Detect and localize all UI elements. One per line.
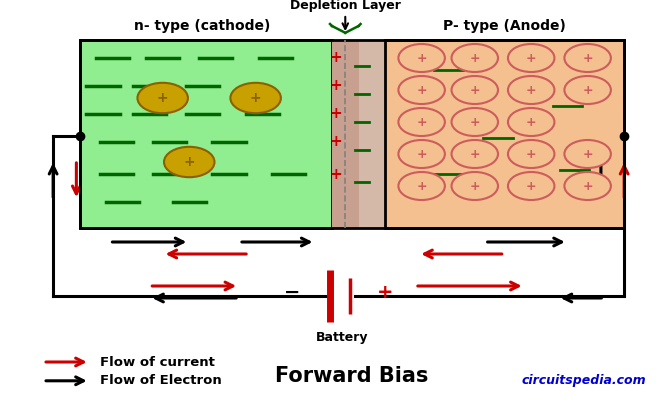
Text: +: + [329, 50, 343, 66]
Text: +: + [416, 116, 427, 128]
Circle shape [564, 76, 611, 104]
Text: Battery: Battery [315, 332, 369, 344]
Text: +: + [329, 78, 343, 94]
Bar [385, 40, 624, 228]
Circle shape [398, 44, 445, 72]
Circle shape [452, 76, 498, 104]
Circle shape [564, 44, 611, 72]
Text: +: + [329, 166, 343, 182]
Circle shape [508, 172, 554, 200]
Circle shape [398, 172, 445, 200]
Bar [359, 40, 385, 228]
Text: Forward Bias: Forward Bias [276, 366, 428, 386]
Text: +: + [526, 84, 537, 96]
Text: +: + [329, 106, 343, 122]
Text: +: + [157, 91, 169, 105]
Text: Flow of Electron: Flow of Electron [100, 374, 221, 387]
Circle shape [398, 108, 445, 136]
Text: circuitspedia.com: circuitspedia.com [522, 374, 647, 387]
Circle shape [398, 140, 445, 168]
Circle shape [230, 83, 281, 113]
Circle shape [564, 172, 611, 200]
Text: +: + [416, 148, 427, 160]
Text: +: + [250, 91, 262, 105]
Text: +: + [469, 116, 480, 128]
Text: +: + [526, 116, 537, 128]
Text: +: + [526, 148, 537, 160]
Text: +: + [377, 282, 393, 302]
Text: +: + [582, 52, 593, 64]
Circle shape [452, 44, 498, 72]
Circle shape [452, 140, 498, 168]
Circle shape [508, 140, 554, 168]
Bar [80, 40, 332, 228]
Circle shape [508, 76, 554, 104]
Text: +: + [416, 180, 427, 192]
Text: +: + [329, 134, 343, 150]
Text: +: + [582, 180, 593, 192]
Text: Flow of current: Flow of current [100, 356, 214, 368]
Circle shape [508, 44, 554, 72]
Circle shape [508, 108, 554, 136]
Circle shape [564, 140, 611, 168]
Text: +: + [469, 84, 480, 96]
Text: n- type (cathode): n- type (cathode) [134, 19, 271, 33]
Circle shape [398, 76, 445, 104]
Text: +: + [526, 180, 537, 192]
Bar [332, 40, 359, 228]
Text: −: − [284, 282, 300, 302]
Circle shape [452, 108, 498, 136]
Bar [80, 40, 624, 228]
Text: +: + [416, 52, 427, 64]
Circle shape [137, 83, 188, 113]
Text: +: + [469, 52, 480, 64]
Text: +: + [582, 148, 593, 160]
Text: P- type (Anode): P- type (Anode) [443, 19, 566, 33]
Text: +: + [416, 84, 427, 96]
Text: +: + [469, 148, 480, 160]
Text: Depletion Layer: Depletion Layer [290, 0, 400, 12]
Text: +: + [183, 155, 195, 169]
Text: +: + [469, 180, 480, 192]
Circle shape [452, 172, 498, 200]
Circle shape [164, 147, 214, 177]
Text: +: + [526, 52, 537, 64]
Text: +: + [582, 84, 593, 96]
